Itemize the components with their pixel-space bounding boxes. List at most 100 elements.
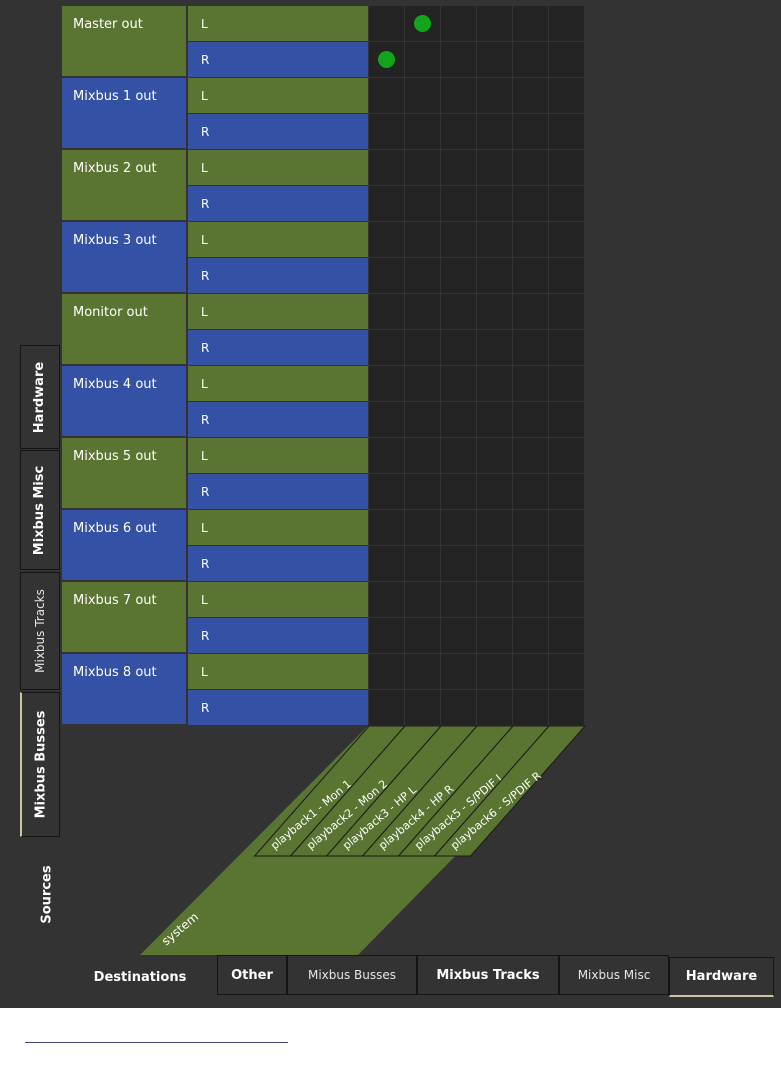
matrix-cell[interactable] — [441, 582, 476, 617]
matrix-cell[interactable] — [369, 114, 404, 149]
source-bundle-mixbus-2-out[interactable]: Mixbus 2 out — [62, 150, 186, 220]
matrix-cell[interactable] — [369, 222, 404, 257]
matrix-cell[interactable] — [477, 294, 512, 329]
matrix-cell[interactable] — [477, 150, 512, 185]
matrix-cell[interactable] — [513, 114, 548, 149]
source-channel-l[interactable]: L — [188, 78, 368, 113]
matrix-cell[interactable] — [441, 330, 476, 365]
matrix-cell[interactable] — [405, 78, 440, 113]
source-channel-r[interactable]: R — [188, 330, 368, 365]
matrix-cell[interactable] — [477, 438, 512, 473]
matrix-cell[interactable] — [477, 366, 512, 401]
matrix-cell[interactable] — [405, 402, 440, 437]
matrix-cell[interactable] — [477, 474, 512, 509]
matrix-cell[interactable] — [369, 150, 404, 185]
matrix-cell[interactable] — [477, 42, 512, 77]
source-tab-mixbus-misc[interactable]: Mixbus Misc — [20, 450, 60, 570]
matrix-cell[interactable] — [549, 690, 584, 725]
matrix-cell[interactable] — [513, 78, 548, 113]
matrix-cell[interactable] — [513, 330, 548, 365]
matrix-cell[interactable] — [477, 258, 512, 293]
source-bundle-mixbus-8-out[interactable]: Mixbus 8 out — [62, 654, 186, 724]
matrix-cell[interactable] — [549, 654, 584, 689]
source-channel-l[interactable]: L — [188, 510, 368, 545]
source-channel-r[interactable]: R — [188, 402, 368, 437]
matrix-cell[interactable] — [369, 366, 404, 401]
matrix-cell[interactable] — [477, 582, 512, 617]
matrix-cell[interactable] — [477, 78, 512, 113]
matrix-cell[interactable] — [369, 402, 404, 437]
matrix-cell[interactable] — [513, 690, 548, 725]
source-channel-l[interactable]: L — [188, 654, 368, 689]
source-bundle-mixbus-5-out[interactable]: Mixbus 5 out — [62, 438, 186, 508]
matrix-cell[interactable] — [405, 474, 440, 509]
matrix-cell[interactable] — [513, 42, 548, 77]
matrix-cell[interactable] — [477, 222, 512, 257]
matrix-cell[interactable] — [441, 78, 476, 113]
matrix-cell[interactable] — [549, 186, 584, 221]
matrix-cell[interactable] — [369, 78, 404, 113]
matrix-cell[interactable] — [513, 294, 548, 329]
matrix-cell[interactable] — [549, 114, 584, 149]
matrix-cell[interactable] — [369, 546, 404, 581]
matrix-cell[interactable] — [405, 366, 440, 401]
matrix-cell[interactable] — [405, 258, 440, 293]
matrix-cell[interactable] — [549, 6, 584, 41]
source-channel-r[interactable]: R — [188, 114, 368, 149]
matrix-cell[interactable] — [405, 330, 440, 365]
matrix-cell[interactable] — [405, 510, 440, 545]
matrix-cell[interactable] — [405, 438, 440, 473]
source-channel-l[interactable]: L — [188, 582, 368, 617]
matrix-cell[interactable] — [369, 294, 404, 329]
matrix-cell[interactable] — [549, 330, 584, 365]
matrix-cell[interactable] — [513, 150, 548, 185]
source-tab-hardware[interactable]: Hardware — [20, 345, 60, 449]
matrix-cell[interactable] — [477, 510, 512, 545]
source-channel-l[interactable]: L — [188, 150, 368, 185]
matrix-cell[interactable] — [549, 438, 584, 473]
matrix-cell[interactable] — [549, 222, 584, 257]
matrix-cell[interactable] — [369, 618, 404, 653]
matrix-cell[interactable] — [513, 6, 548, 41]
matrix-cell[interactable] — [477, 330, 512, 365]
matrix-cell[interactable] — [477, 546, 512, 581]
matrix-cell[interactable] — [405, 690, 440, 725]
matrix-cell[interactable] — [549, 582, 584, 617]
matrix-cell[interactable] — [441, 366, 476, 401]
matrix-cell[interactable] — [441, 222, 476, 257]
matrix-cell[interactable] — [549, 294, 584, 329]
matrix-cell[interactable] — [405, 42, 440, 77]
source-channel-l[interactable]: L — [188, 222, 368, 257]
source-channel-r[interactable]: R — [188, 618, 368, 653]
source-tab-mixbus-busses[interactable]: Mixbus Busses — [20, 692, 60, 837]
matrix-cell[interactable] — [549, 510, 584, 545]
matrix-cell[interactable] — [441, 546, 476, 581]
source-bundle-mixbus-7-out[interactable]: Mixbus 7 out — [62, 582, 186, 652]
matrix-cell[interactable] — [369, 474, 404, 509]
destination-tab-mixbus-tracks[interactable]: Mixbus Tracks — [417, 955, 559, 995]
destination-tab-hardware[interactable]: Hardware — [669, 957, 774, 997]
matrix-cell[interactable] — [513, 258, 548, 293]
matrix-cell[interactable] — [549, 402, 584, 437]
matrix-cell[interactable] — [369, 654, 404, 689]
matrix-cell[interactable] — [549, 366, 584, 401]
source-channel-r[interactable]: R — [188, 474, 368, 509]
matrix-cell[interactable] — [477, 690, 512, 725]
source-tab-mixbus-tracks[interactable]: Mixbus Tracks — [20, 572, 60, 690]
matrix-cell[interactable] — [441, 294, 476, 329]
matrix-cell[interactable] — [405, 546, 440, 581]
matrix-cell[interactable] — [405, 654, 440, 689]
source-channel-r[interactable]: R — [188, 258, 368, 293]
matrix-cell[interactable] — [405, 186, 440, 221]
source-bundle-mixbus-3-out[interactable]: Mixbus 3 out — [62, 222, 186, 292]
matrix-cell[interactable] — [549, 150, 584, 185]
source-bundle-monitor-out[interactable]: Monitor out — [62, 294, 186, 364]
matrix-cell[interactable] — [405, 618, 440, 653]
matrix-cell[interactable] — [549, 474, 584, 509]
matrix-cell[interactable] — [369, 186, 404, 221]
source-bundle-master-out[interactable]: Master out — [62, 6, 186, 76]
matrix-cell[interactable] — [405, 582, 440, 617]
source-channel-l[interactable]: L — [188, 294, 368, 329]
matrix-cell[interactable] — [477, 186, 512, 221]
destination-tab-mixbus-misc[interactable]: Mixbus Misc — [559, 955, 669, 995]
